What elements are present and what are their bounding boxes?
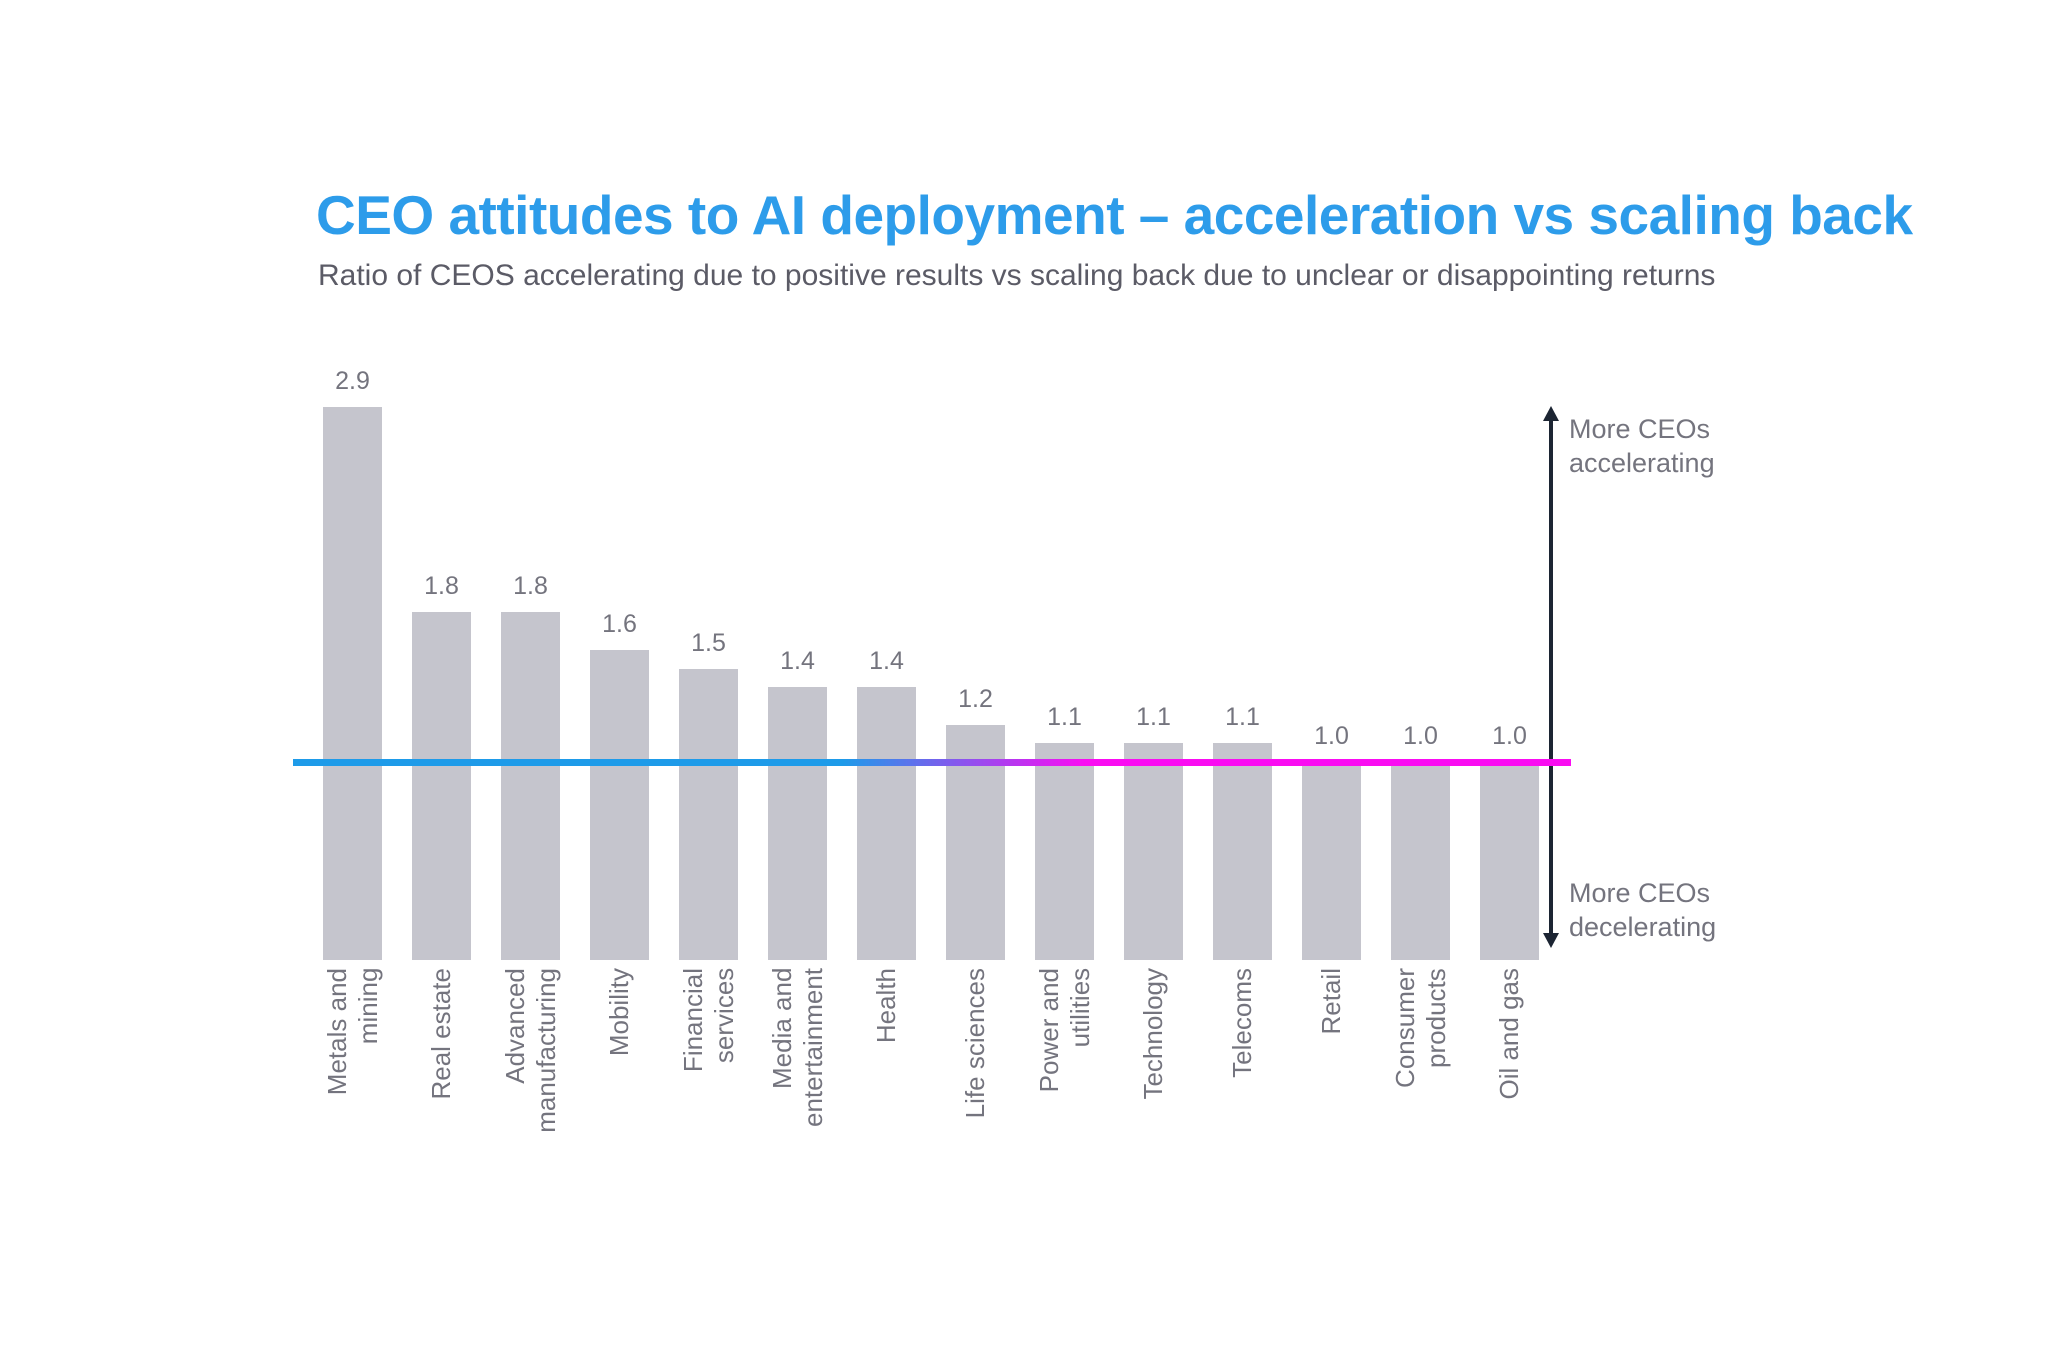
category-label: Health <box>842 968 931 1218</box>
bar-value-label: 1.1 <box>1225 703 1260 732</box>
category-label-text: Retail <box>1316 968 1346 1035</box>
category-label: Metals and mining <box>308 968 397 1218</box>
chart-title: CEO attitudes to AI deployment – acceler… <box>316 184 1913 246</box>
bar-value-label: 1.8 <box>424 572 459 601</box>
arrow-up-icon <box>1543 406 1559 421</box>
bar-value-label: 1.5 <box>691 628 726 657</box>
category-label-text: Mobility <box>604 968 634 1057</box>
chart-subtitle: Ratio of CEOS accelerating due to positi… <box>318 259 1716 292</box>
category-label-text: Financial services <box>677 968 739 1073</box>
category-label-text: Real estate <box>426 968 456 1100</box>
category-label-text: Power and utilities <box>1033 968 1095 1093</box>
category-label-text: Metals and mining <box>321 968 383 1096</box>
category-label: Financial services <box>664 968 753 1218</box>
category-label-text: Oil and gas <box>1494 968 1524 1100</box>
category-label-text: Media and entertainment <box>766 968 828 1127</box>
bar <box>857 687 916 960</box>
bar <box>1480 762 1539 960</box>
bar <box>1124 743 1183 960</box>
annotation-more-ceos-accelerating: More CEOs accelerating <box>1569 414 1715 478</box>
bar <box>412 612 471 960</box>
category-label-text: Advanced manufacturing <box>499 968 561 1133</box>
bar <box>501 612 560 960</box>
category-label: Power and utilities <box>1020 968 1109 1218</box>
category-label-text: Technology <box>1138 968 1168 1100</box>
category-label: Technology <box>1109 968 1198 1218</box>
category-label: Retail <box>1287 968 1376 1218</box>
bar <box>1302 762 1361 960</box>
bar-value-label: 1.0 <box>1403 722 1438 750</box>
bar-value-label: 1.2 <box>958 684 993 713</box>
category-label: Consumer products <box>1376 968 1465 1218</box>
category-label: Advanced manufacturing <box>486 968 575 1218</box>
category-label: Mobility <box>575 968 664 1218</box>
bar <box>1391 762 1450 960</box>
bar-value-label: 1.4 <box>780 647 815 676</box>
category-label-text: Life sciences <box>960 968 990 1119</box>
category-label: Telecoms <box>1198 968 1287 1218</box>
bar-value-label: 1.0 <box>1314 722 1349 750</box>
category-label: Life sciences <box>931 968 1020 1218</box>
category-label-text: Telecoms <box>1227 968 1257 1078</box>
bar-value-label: 1.1 <box>1047 703 1082 732</box>
bar <box>323 406 382 960</box>
bar-value-label: 1.1 <box>1136 703 1171 732</box>
category-label-text: Consumer products <box>1389 968 1451 1088</box>
bar <box>1035 743 1094 960</box>
bar <box>679 668 738 960</box>
bar <box>1213 743 1272 960</box>
bar-value-label: 1.4 <box>869 647 904 676</box>
bar-value-label: 2.9 <box>335 366 370 395</box>
category-label: Media and entertainment <box>753 968 842 1218</box>
bar <box>590 649 649 960</box>
direction-axis-line <box>1549 419 1553 935</box>
bar <box>768 687 827 960</box>
category-label-text: Health <box>871 968 901 1044</box>
bar-value-label: 1.6 <box>602 609 637 638</box>
annotation-more-ceos-decelerating: More CEOs decelerating <box>1569 878 1717 942</box>
category-label: Real estate <box>397 968 486 1218</box>
category-label: Oil and gas <box>1465 968 1554 1218</box>
ratio-one-reference-line <box>293 759 1571 766</box>
bar-value-label: 1.8 <box>513 572 548 601</box>
arrow-down-icon <box>1543 933 1559 948</box>
bar-value-label: 1.0 <box>1492 722 1527 750</box>
